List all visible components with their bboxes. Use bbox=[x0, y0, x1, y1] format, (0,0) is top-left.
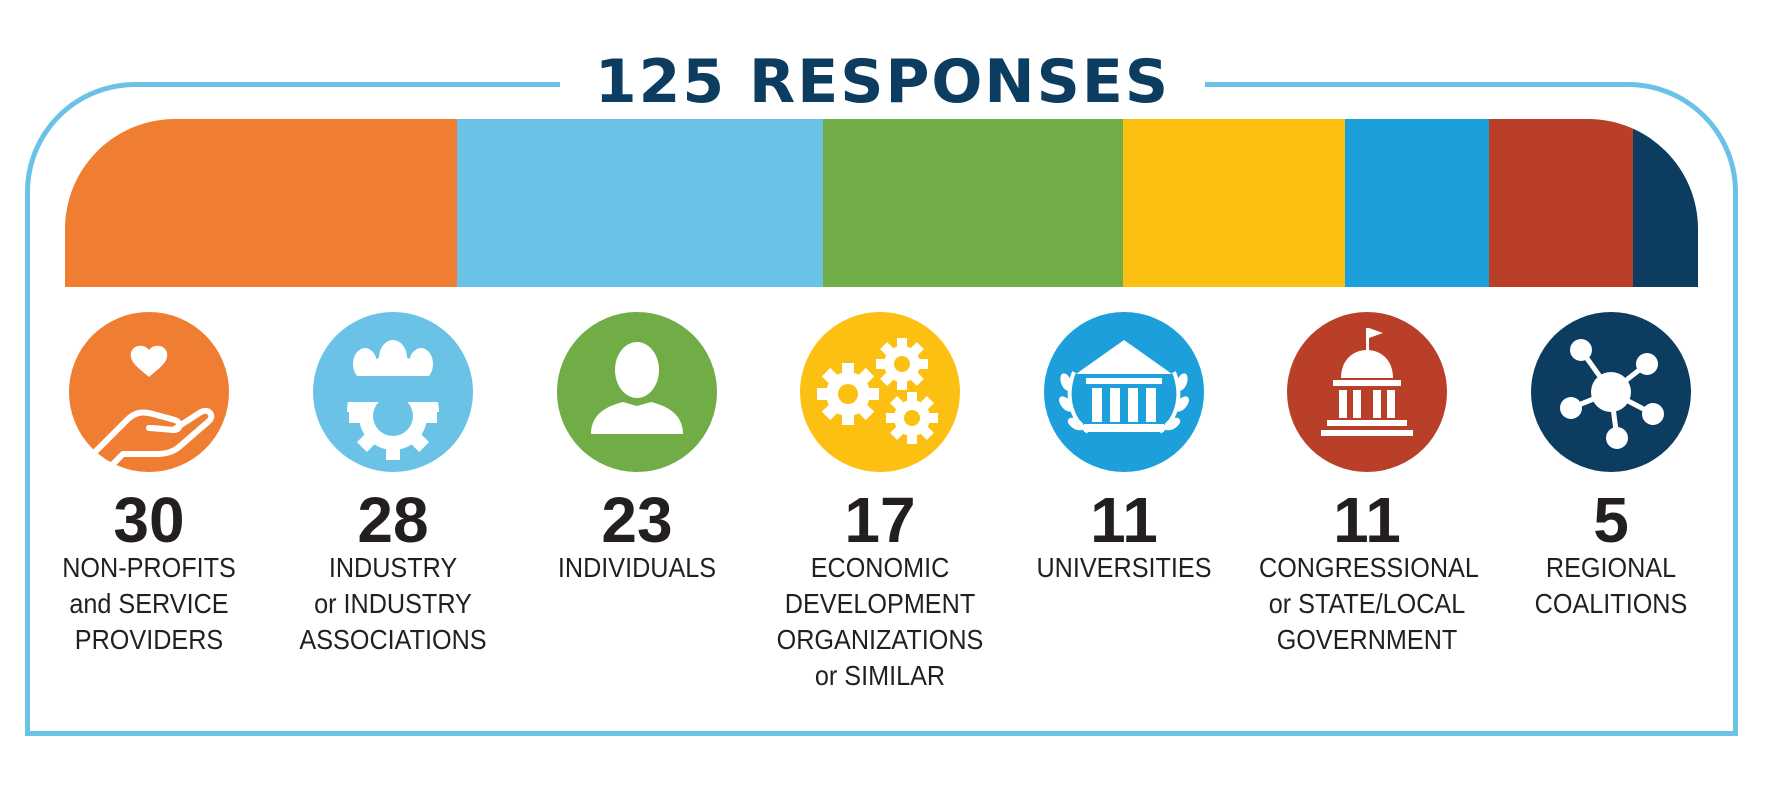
category-count: 11 bbox=[1333, 484, 1401, 556]
category-item: 28 INDUSTRY or INDUSTRY ASSOCIATIONS bbox=[273, 312, 513, 658]
category-label-line: INDUSTRY bbox=[328, 552, 458, 583]
category-label-line: NON-PROFITS bbox=[62, 552, 236, 583]
category-label: NON-PROFITS and SERVICE PROVIDERS bbox=[41, 550, 257, 658]
category-label-line: REGIONAL bbox=[1545, 552, 1677, 583]
category-label-line: CONGRESSIONAL bbox=[1259, 552, 1479, 583]
hand-heart-icon bbox=[69, 312, 229, 472]
title-gap bbox=[560, 60, 1205, 100]
category-item: 11 CONGRESSIONAL or STATE/LOCAL GOVERNMENT bbox=[1247, 312, 1487, 658]
chart-title: 125 RESPONSES bbox=[594, 47, 1171, 117]
capitol-icon bbox=[1287, 312, 1447, 472]
category-label-line: and SERVICE bbox=[69, 588, 229, 619]
category-label-line: UNIVERSITIES bbox=[1036, 552, 1212, 583]
category-label: ECONOMIC DEVELOPMENT ORGANIZATIONS or SIMIL… bbox=[772, 550, 988, 694]
bar-segment bbox=[65, 119, 457, 287]
category-label-line: GOVERNMENT bbox=[1276, 624, 1458, 655]
bar-segment bbox=[822, 119, 1124, 287]
category-label-line: PROVIDERS bbox=[74, 624, 224, 655]
gears-icon bbox=[800, 312, 960, 472]
category-label-line: INDIVIDUALS bbox=[557, 552, 717, 583]
bar-segment bbox=[1488, 119, 1633, 287]
category-item: 11 UNIVERSITIES bbox=[1004, 312, 1244, 586]
category-label: INDIVIDUALS bbox=[529, 550, 745, 586]
category-label-line: or INDUSTRY bbox=[314, 588, 472, 619]
category-item: 17 ECONOMIC DEVELOPMENT ORGANIZATIONS or SIM… bbox=[760, 312, 1000, 694]
bar-segment bbox=[1345, 119, 1489, 287]
category-count: 5 bbox=[1593, 484, 1629, 556]
category-label: CONGRESSIONAL or STATE/LOCAL GOVERNMENT bbox=[1259, 550, 1479, 658]
bar-segment bbox=[456, 119, 823, 287]
category-count: 17 bbox=[844, 484, 916, 556]
category-label-line: ASSOCIATIONS bbox=[299, 624, 487, 655]
category-item: 30 NON-PROFITS and SERVICE PROVIDERS bbox=[29, 312, 269, 658]
people-gear-icon bbox=[313, 312, 473, 472]
category-item: 5 REGIONAL COALITIONS bbox=[1491, 312, 1731, 622]
bar-segment bbox=[1123, 119, 1346, 287]
network-hub-icon bbox=[1531, 312, 1691, 472]
category-label-line: COALITIONS bbox=[1534, 588, 1688, 619]
category-label: UNIVERSITIES bbox=[1016, 550, 1232, 586]
stacked-bar bbox=[65, 119, 1698, 287]
category-label-line: ECONOMIC bbox=[810, 552, 950, 583]
category-label-line: DEVELOPMENT bbox=[784, 588, 976, 619]
category-item: 23 INDIVIDUALS bbox=[517, 312, 757, 586]
category-label: INDUSTRY or INDUSTRY ASSOCIATIONS bbox=[285, 550, 501, 658]
category-label-line: or SIMILAR bbox=[814, 660, 946, 691]
category-count: 28 bbox=[357, 484, 429, 556]
person-icon bbox=[557, 312, 717, 472]
category-label: REGIONAL COALITIONS bbox=[1503, 550, 1719, 622]
university-icon bbox=[1044, 312, 1204, 472]
category-count: 23 bbox=[601, 484, 673, 556]
category-label-line: ORGANIZATIONS bbox=[776, 624, 984, 655]
category-label-line: or STATE/LOCAL bbox=[1268, 588, 1466, 619]
category-count: 30 bbox=[113, 484, 185, 556]
category-count: 11 bbox=[1090, 484, 1158, 556]
